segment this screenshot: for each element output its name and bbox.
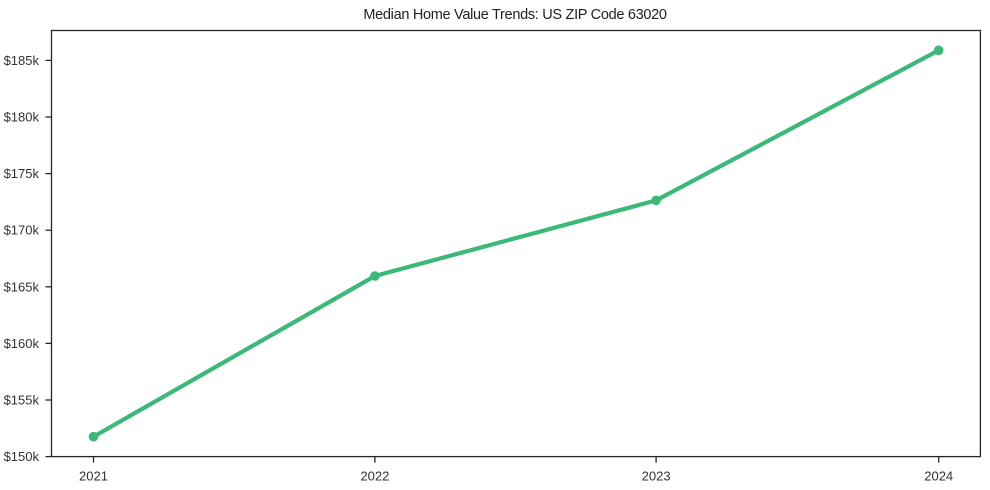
svg-text:$160k: $160k	[4, 336, 40, 351]
svg-text:2022: 2022	[360, 469, 389, 484]
svg-text:$155k: $155k	[4, 393, 40, 408]
svg-text:$180k: $180k	[4, 110, 40, 125]
svg-text:$185k: $185k	[4, 53, 40, 68]
svg-text:$170k: $170k	[4, 223, 40, 238]
svg-text:2021: 2021	[79, 469, 108, 484]
svg-text:2024: 2024	[924, 469, 953, 484]
svg-text:$175k: $175k	[4, 166, 40, 181]
svg-text:$165k: $165k	[4, 279, 40, 294]
svg-text:$150k: $150k	[4, 449, 40, 464]
svg-text:2023: 2023	[642, 469, 671, 484]
